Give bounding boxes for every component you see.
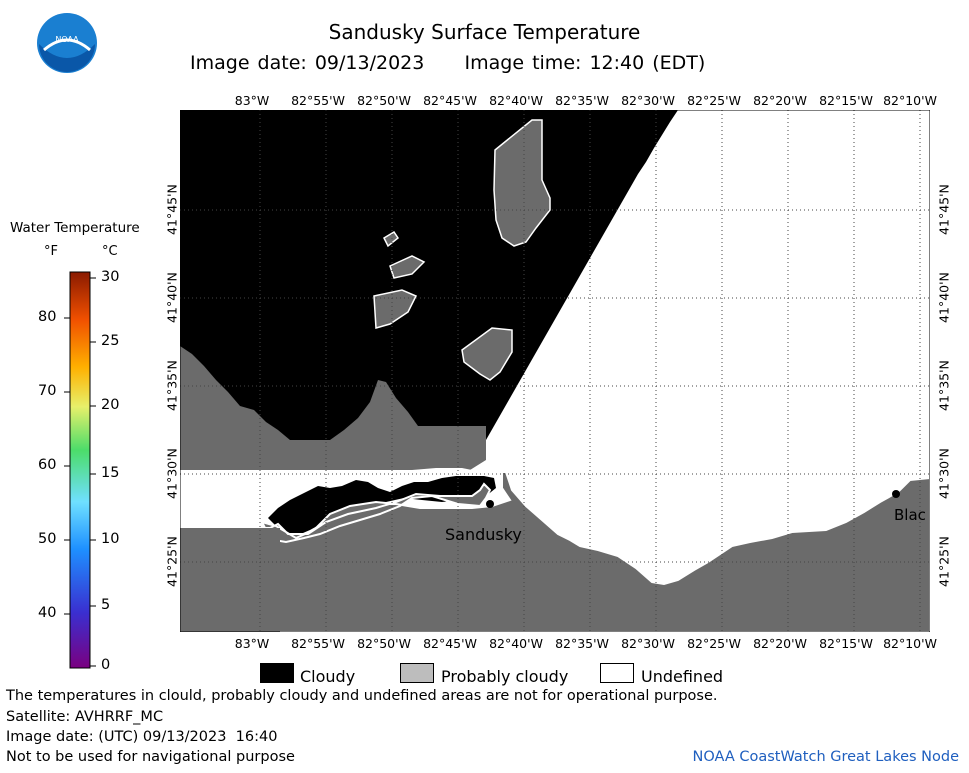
place-label-blac: Blac xyxy=(894,506,926,524)
lon-tick-top: 82°20'W xyxy=(753,93,807,108)
footer-utc-date: Image date: (UTC) 09/13/2023 16:40 xyxy=(6,729,278,745)
lon-tick-bottom: 82°45'W xyxy=(423,636,477,651)
lat-tick-left: 41°25'N xyxy=(164,536,180,587)
image-date-time: Image date: 09/13/2023 Image time: 12:40… xyxy=(190,52,706,74)
lat-tick-left: 41°40'N xyxy=(164,272,180,323)
noaa-logo: NOAA xyxy=(37,13,97,73)
colorbar-c-tick: 15 xyxy=(101,465,120,481)
colorbar-c-tick: 20 xyxy=(101,397,120,413)
lat-tick-right: 41°45'N xyxy=(936,184,952,235)
colorbar-unit-c: °C xyxy=(102,244,118,259)
lon-tick-bottom: 82°25'W xyxy=(687,636,741,651)
legend-label-cloudy: Cloudy xyxy=(300,667,356,686)
lon-tick-bottom: 82°30'W xyxy=(621,636,675,651)
colorbar-title: Water Temperature xyxy=(10,220,140,236)
colorbar-f-tick: 80 xyxy=(38,309,57,325)
colorbar xyxy=(64,271,96,669)
lat-tick-right: 41°40'N xyxy=(936,272,952,323)
lat-tick-right: 41°25'N xyxy=(936,536,952,587)
colorbar-c-tick: 25 xyxy=(101,333,120,349)
legend-swatch-undefined xyxy=(600,663,634,683)
colorbar-c-tick: 5 xyxy=(101,597,111,613)
lon-tick-top: 82°40'W xyxy=(489,93,543,108)
probably-cloudy-patch xyxy=(461,327,513,381)
probably-cloudy-patch xyxy=(389,255,426,279)
lon-tick-top: 82°25'W xyxy=(687,93,741,108)
map-area: Sandusky Blac xyxy=(180,110,930,632)
lon-tick-top: 82°30'W xyxy=(621,93,675,108)
legend-swatch-probably-cloudy xyxy=(400,663,434,683)
probably-cloudy-patch xyxy=(383,230,400,248)
lon-tick-bottom: 82°40'W xyxy=(489,636,543,651)
lon-tick-top: 82°35'W xyxy=(555,93,609,108)
legend-label-probably-cloudy: Probably cloudy xyxy=(441,667,569,686)
legend-swatch-cloudy xyxy=(260,663,294,683)
lat-tick-left: 41°30'N xyxy=(164,448,180,499)
logo-text: NOAA xyxy=(55,35,79,44)
lon-tick-bottom: 82°50'W xyxy=(357,636,411,651)
legend-label-undefined: Undefined xyxy=(641,667,724,686)
lon-tick-top: 83°W xyxy=(234,93,270,108)
lon-tick-top: 82°50'W xyxy=(357,93,411,108)
colorbar-f-tick: 50 xyxy=(38,531,57,547)
colorbar-f-tick: 70 xyxy=(38,383,57,399)
land-area xyxy=(180,470,930,632)
lon-tick-bottom: 82°35'W xyxy=(555,636,609,651)
lon-tick-top: 82°45'W xyxy=(423,93,477,108)
lat-lon-grid xyxy=(180,110,930,632)
probably-cloudy-patch xyxy=(373,289,418,329)
lon-tick-bottom: 82°55'W xyxy=(291,636,345,651)
place-marker-blac xyxy=(892,490,900,498)
place-marker-sandusky xyxy=(486,500,494,508)
probably-cloudy-area xyxy=(180,346,486,470)
place-label-sandusky: Sandusky xyxy=(445,525,522,544)
colorbar-f-tick: 40 xyxy=(38,605,57,621)
colorbar-c-tick: 30 xyxy=(101,269,120,285)
colorbar-unit-f: °F xyxy=(44,244,58,259)
lon-tick-bottom: 82°15'W xyxy=(819,636,873,651)
lon-tick-bottom: 82°20'W xyxy=(753,636,807,651)
lat-tick-right: 41°35'N xyxy=(936,360,952,411)
lon-tick-top: 82°15'W xyxy=(819,93,873,108)
lon-tick-bottom: 82°10'W xyxy=(883,636,937,651)
probably-cloudy-patch xyxy=(493,119,551,247)
lat-tick-left: 41°45'N xyxy=(164,184,180,235)
footer-credit: NOAA CoastWatch Great Lakes Node xyxy=(692,749,959,765)
lon-tick-top: 82°55'W xyxy=(291,93,345,108)
footer-note: The temperatures in clould, probably clo… xyxy=(6,688,718,704)
lat-tick-left: 41°35'N xyxy=(164,360,180,411)
cloudy-area xyxy=(180,110,678,470)
lon-tick-bottom: 83°W xyxy=(234,636,270,651)
colorbar-c-tick: 10 xyxy=(101,531,120,547)
footer-satellite: Satellite: AVHRRF_MC xyxy=(6,709,164,725)
page-title: Sandusky Surface Temperature xyxy=(328,20,641,44)
footer-navigation: Not to be used for navigational purpose xyxy=(6,749,295,765)
lon-tick-top: 82°10'W xyxy=(883,93,937,108)
colorbar-c-tick: 0 xyxy=(101,657,111,673)
colorbar-f-tick: 60 xyxy=(38,457,57,473)
lat-tick-right: 41°30'N xyxy=(936,448,952,499)
